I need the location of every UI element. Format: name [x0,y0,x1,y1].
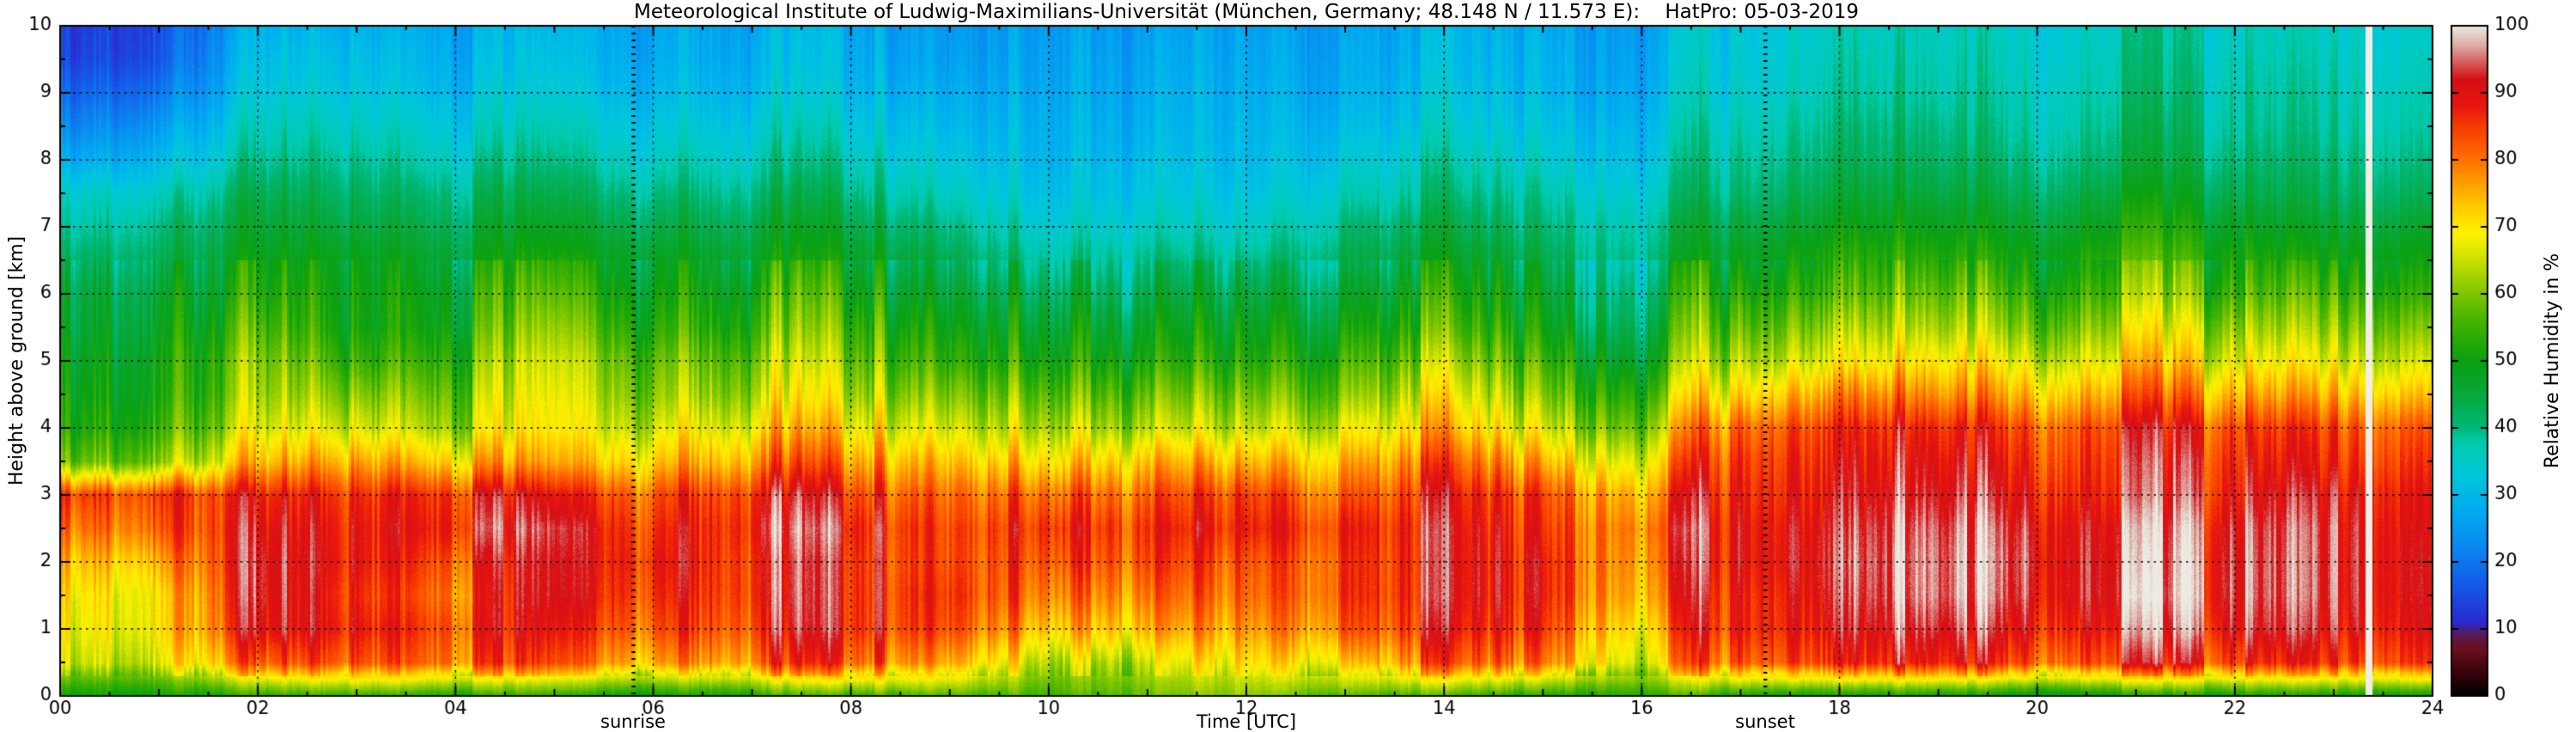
y-axis-label: Height above ground [km] [6,235,27,486]
colorbar-label: Relative Humidity in % [2542,253,2563,469]
sunrise-annotation: sunrise [600,711,666,732]
x-axis-label: Time [UTC] [1196,711,1297,732]
sunset-annotation: sunset [1735,711,1795,732]
figure-title: Meteorological Institute of Ludwig-Maxim… [633,1,1860,23]
